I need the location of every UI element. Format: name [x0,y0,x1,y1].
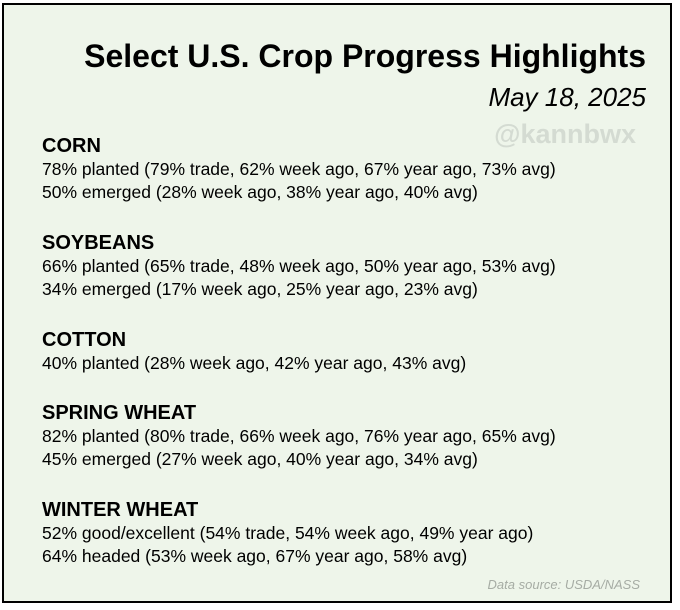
stat-line: 52% good/excellent (54% trade, 54% week … [42,523,534,543]
stat-line: 45% emerged (27% week ago, 40% year ago,… [42,449,478,469]
section-heading: SOYBEANS [42,232,155,254]
section-cotton: COTTON 40% planted (28% week ago, 42% ye… [42,328,466,375]
stat-line: 50% emerged (28% week ago, 38% year ago,… [42,182,478,202]
section-heading: SPRING WHEAT [42,402,197,424]
crop-progress-card: Select U.S. Crop Progress Highlights May… [2,3,672,603]
stat-line: 78% planted (79% trade, 62% week ago, 67… [42,159,556,179]
stat-line: 64% headed (53% week ago, 67% year ago, … [42,546,468,566]
author-handle-watermark: @kannbwx [494,119,636,149]
section-heading: WINTER WHEAT [42,499,199,521]
data-source-note: Data source: USDA/NASS [487,577,640,592]
section-spring-wheat: SPRING WHEAT 82% planted (80% trade, 66%… [42,401,556,471]
report-date: May 18, 2025 [488,82,646,112]
section-heading: CORN [42,135,101,157]
section-winter-wheat: WINTER WHEAT 52% good/excellent (54% tra… [42,498,533,568]
stat-line: 40% planted (28% week ago, 42% year ago,… [42,353,467,373]
section-corn: CORN 78% planted (79% trade, 62% week ag… [42,134,556,204]
section-heading: COTTON [42,329,127,351]
stat-line: 82% planted (80% trade, 66% week ago, 76… [42,426,556,446]
section-soybeans: SOYBEANS 66% planted (65% trade, 48% wee… [42,231,556,301]
stat-line: 66% planted (65% trade, 48% week ago, 50… [42,256,556,276]
page-title: Select U.S. Crop Progress Highlights [84,38,646,74]
stat-line: 34% emerged (17% week ago, 25% year ago,… [42,279,478,299]
